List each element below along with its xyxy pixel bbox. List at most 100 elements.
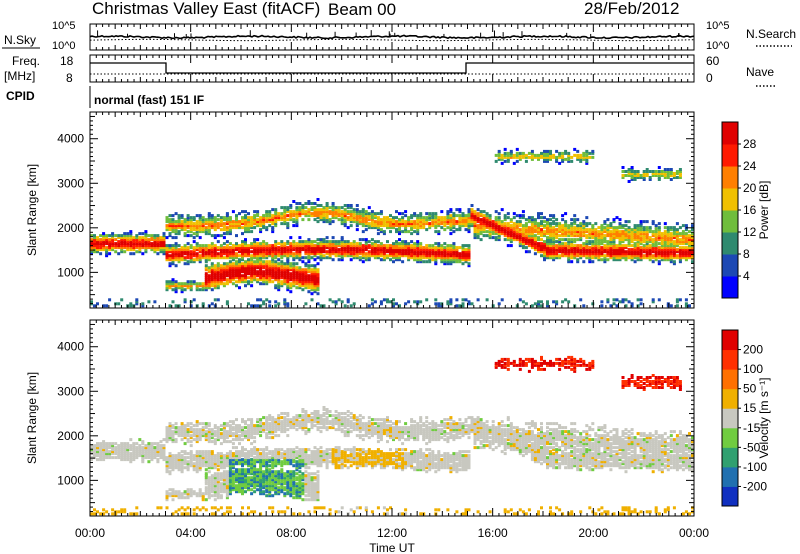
range-cell [183, 262, 187, 266]
range-cell [648, 178, 652, 181]
range-cell [201, 250, 205, 254]
range-cell [247, 472, 250, 476]
range-cell [253, 260, 257, 264]
range-cell [295, 206, 299, 210]
range-cell [162, 244, 166, 248]
range-cell [506, 151, 510, 155]
range-cell [241, 452, 244, 456]
range-cell [370, 216, 374, 220]
range-cell [177, 258, 181, 262]
range-cell [500, 230, 504, 234]
range-cell [621, 234, 625, 238]
range-cell [392, 250, 395, 254]
range-cell [186, 230, 190, 234]
range-cell [289, 216, 293, 220]
range-cell [627, 232, 631, 236]
range-cell [458, 260, 462, 264]
colorbar-segment [722, 144, 738, 167]
range-cell [210, 452, 214, 456]
range-cell [174, 432, 178, 436]
range-cell [518, 151, 522, 155]
range-cell [204, 460, 208, 464]
range-cell [527, 232, 531, 236]
range-cell [117, 236, 121, 240]
range-cell [591, 242, 595, 246]
range-cell [90, 250, 93, 254]
range-cell [600, 252, 604, 256]
range-cell [392, 298, 395, 302]
range-cell [364, 246, 368, 250]
range-cell [573, 153, 577, 157]
range-cell [552, 228, 556, 232]
range-cell [678, 172, 682, 175]
range-cell [283, 222, 287, 226]
range-cell [207, 270, 211, 274]
range-cell [271, 262, 275, 266]
range-cell [201, 248, 205, 252]
range-cell [585, 254, 589, 258]
range-cell [597, 234, 601, 238]
range-cell [630, 254, 634, 258]
range-cell [621, 252, 625, 256]
range-cell [177, 216, 181, 220]
range-cell [573, 226, 577, 230]
range-cell [552, 246, 556, 250]
range-cell [165, 496, 169, 500]
range-cell [201, 506, 205, 510]
range-cell [156, 248, 160, 252]
range-cell [222, 262, 226, 266]
range-cell [225, 432, 229, 436]
range-cell [678, 256, 682, 260]
range-cell [573, 147, 577, 151]
range-cell [159, 238, 163, 242]
range-cell [201, 430, 205, 434]
range-cell [431, 222, 435, 226]
range-cell [428, 260, 432, 264]
range-cell [307, 274, 311, 278]
range-cell [207, 220, 211, 224]
range-cell [96, 510, 99, 514]
range-cell [228, 440, 232, 444]
range-cell [162, 238, 166, 242]
range-cell [238, 434, 241, 438]
range-cell [382, 222, 386, 226]
range-cell [540, 212, 543, 216]
range-cell [467, 224, 471, 228]
range-cell [238, 426, 241, 430]
range-cell [292, 268, 296, 272]
cpid-text: normal (fast) 151 IF [94, 93, 204, 107]
range-cell [268, 280, 272, 284]
range-cell [204, 256, 208, 260]
range-cell [446, 214, 450, 218]
range-cell [579, 222, 583, 226]
range-cell [663, 222, 667, 226]
range-cell [576, 218, 580, 222]
range-cell [524, 242, 528, 246]
range-cell [606, 224, 610, 228]
range-cell [555, 244, 559, 248]
range-cell [295, 212, 299, 216]
range-cell [422, 222, 426, 226]
range-cell [247, 258, 250, 262]
range-cell [503, 155, 507, 159]
range-cell [207, 430, 211, 434]
range-cell [238, 430, 241, 434]
range-cell [180, 450, 184, 454]
range-cell [346, 252, 350, 256]
range-cell [102, 304, 106, 308]
range-cell [376, 256, 380, 260]
range-cell [265, 260, 269, 264]
range-cell [337, 250, 341, 254]
range-cell [546, 304, 549, 308]
range-cell [416, 250, 420, 254]
range-cell [446, 252, 450, 256]
range-cell [207, 484, 211, 488]
range-cell [618, 222, 622, 226]
range-cell [585, 224, 589, 228]
range-cell [570, 244, 574, 248]
range-cell [404, 250, 408, 254]
range-cell [455, 246, 459, 250]
range-cell [244, 432, 247, 436]
range-cell [310, 278, 314, 282]
range-cell [204, 452, 208, 456]
